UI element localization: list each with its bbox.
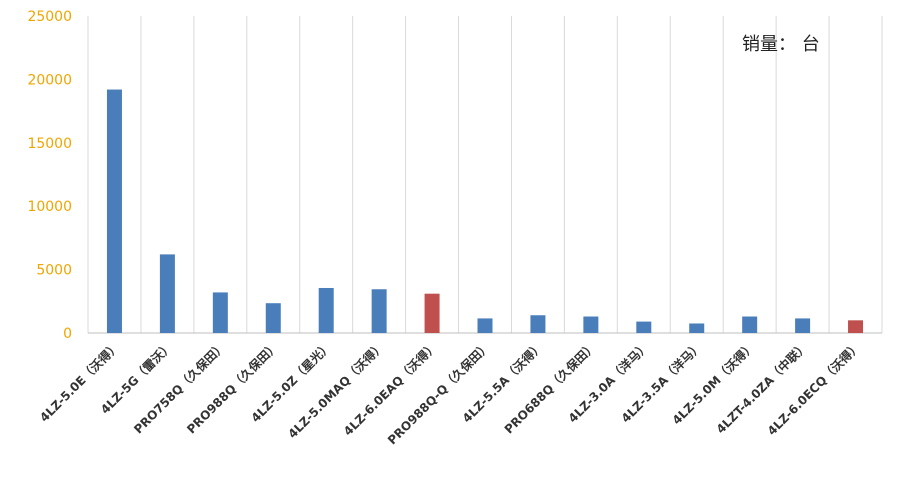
bar <box>477 318 493 333</box>
x-category-label: PRO688Q（久保田） <box>501 339 599 437</box>
y-tick-label: 20000 <box>27 72 72 88</box>
y-tick-label: 25000 <box>27 9 72 25</box>
y-tick-label: 10000 <box>27 199 72 215</box>
bar <box>371 289 387 333</box>
bar <box>689 323 705 333</box>
bars <box>106 89 864 333</box>
x-category-label: 4LZ-6.0EAQ（沃得） <box>340 339 440 439</box>
gridlines <box>87 16 883 334</box>
x-axis-labels: 4LZ-5.0E（沃得）4LZ-5G（雷沃）PRO758Q（久保田）PRO988… <box>36 339 863 448</box>
bar <box>848 320 864 333</box>
bar <box>424 293 440 333</box>
bar <box>106 89 122 333</box>
y-tick-label: 5000 <box>36 263 72 279</box>
x-category-label: 4LZT-4.0ZA（中联） <box>713 339 811 437</box>
y-axis-ticks: 0 5000 10000 15000 20000 25000 <box>27 9 72 342</box>
bar <box>265 303 281 333</box>
x-category-label: 4LZ-5.0MAQ（沃得） <box>285 339 388 442</box>
bar <box>530 315 546 333</box>
bar <box>159 254 175 333</box>
x-category-label: PRO988Q-Q（久保田） <box>384 339 493 448</box>
x-category-label: PRO758Q（久保田） <box>131 339 229 437</box>
bar <box>742 316 758 333</box>
bar <box>318 287 334 333</box>
bar <box>795 318 811 333</box>
x-category-label: PRO988Q（久保田） <box>183 339 281 437</box>
y-tick-label: 15000 <box>27 136 72 152</box>
unit-label: 销量： 台 <box>742 34 820 55</box>
y-tick-label: 0 <box>63 326 72 342</box>
bar <box>636 321 652 333</box>
bar <box>583 316 599 333</box>
x-category-label: 4LZ-6.0ECQ（沃得） <box>764 339 864 439</box>
bar <box>212 292 228 333</box>
